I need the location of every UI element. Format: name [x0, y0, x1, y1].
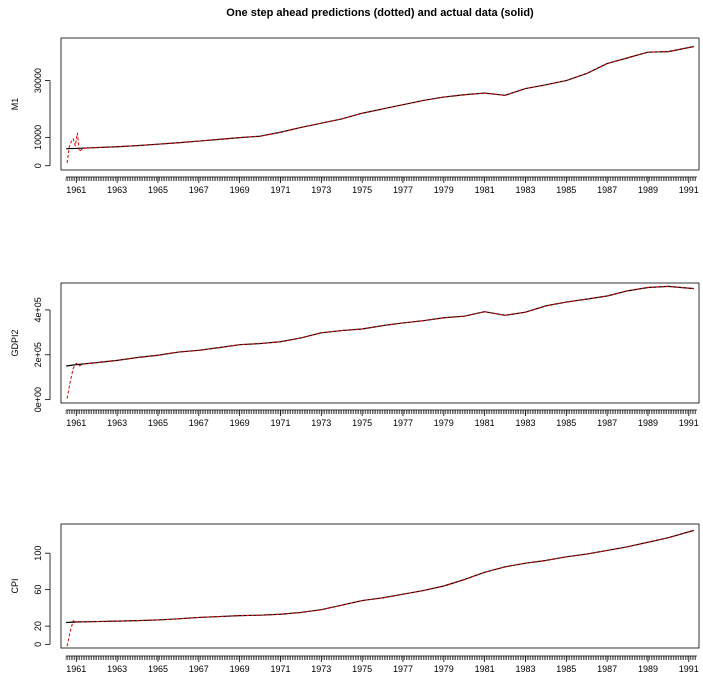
x-tick-label-m1: 1965 — [148, 185, 168, 195]
x-tick-label-gdpi2: 1977 — [393, 418, 413, 428]
x-tick-label-gdpi2: 1987 — [597, 418, 617, 428]
x-tick-label-cpi: 1969 — [230, 664, 250, 674]
x-tick-label-gdpi2: 1971 — [270, 418, 290, 428]
x-tick-label-cpi: 1985 — [556, 664, 576, 674]
x-tick-label-cpi: 1979 — [434, 664, 454, 674]
panels: 0 10000 30000 M1 1961 1963 1965 1967 1969 1971 197… — [10, 37, 700, 674]
y-tick-label-cpi: 60 — [33, 585, 43, 595]
x-minor-ticks-gdpi2 — [65, 410, 696, 414]
panel-cpi: 0 20 60 100 CPI 1961 1963 1965 1967 1969 1971 1973 1… — [10, 523, 700, 674]
x-tick-label-gdpi2: 1983 — [515, 418, 535, 428]
x-tick-label-m1: 1969 — [230, 185, 250, 195]
y-tick-label-gdpi2: 0e+00 — [33, 387, 43, 412]
x-tick-label-gdpi2: 1985 — [556, 418, 576, 428]
x-tick-label-cpi: 1981 — [475, 664, 495, 674]
x-minor-ticks-m1 — [65, 177, 696, 181]
x-tick-label-m1: 1981 — [475, 185, 495, 195]
plot-frame-gdpi2 — [60, 282, 700, 404]
x-tick-label-gdpi2: 1973 — [311, 418, 331, 428]
panel-m1: 0 10000 30000 M1 1961 1963 1965 1967 1969 1971 197… — [10, 37, 700, 195]
x-tick-label-cpi: 1975 — [352, 664, 372, 674]
x-tick-label-cpi: 1963 — [107, 664, 127, 674]
x-tick-label-m1: 1975 — [352, 185, 372, 195]
x-tick-label-cpi: 1967 — [189, 664, 209, 674]
x-tick-label-gdpi2: 1979 — [434, 418, 454, 428]
panel-gdpi2: 0e+00 2e+05 4e+05 GDPI2 1961 1963 1965 1967 1969… — [10, 282, 700, 428]
y-tick-label-m1: 0 — [33, 163, 43, 168]
x-tick-label-m1: 1973 — [311, 185, 331, 195]
actual-line-cpi — [66, 529, 695, 624]
x-tick-label-m1: 1961 — [66, 185, 86, 195]
x-tick-label-gdpi2: 1961 — [66, 418, 86, 428]
x-tick-label-m1: 1991 — [679, 185, 699, 195]
figure-title: One step ahead predictions (dotted) and … — [226, 7, 534, 19]
x-tick-label-gdpi2: 1991 — [679, 418, 699, 428]
x-tick-label-m1: 1967 — [189, 185, 209, 195]
x-tick-label-m1: 1971 — [270, 185, 290, 195]
predicted-line-m1 — [66, 46, 694, 163]
x-tick-label-cpi: 1961 — [66, 664, 86, 674]
x-tick-label-gdpi2: 1967 — [189, 418, 209, 428]
y-tick-label-m1: 30000 — [33, 68, 43, 93]
x-tick-label-gdpi2: 1963 — [107, 418, 127, 428]
x-tick-label-gdpi2: 1989 — [638, 418, 658, 428]
x-tick-label-gdpi2: 1969 — [230, 418, 250, 428]
y-axis-title-m1: M1 — [10, 98, 20, 111]
plot-frame-cpi — [60, 523, 700, 649]
x-tick-label-cpi: 1987 — [597, 664, 617, 674]
y-tick-label-gdpi2: 2e+05 — [33, 342, 43, 367]
y-tick-label-cpi: 100 — [33, 546, 43, 561]
y-tick-label-m1: 10000 — [33, 125, 43, 150]
x-tick-label-m1: 1983 — [515, 185, 535, 195]
x-tick-label-cpi: 1977 — [393, 664, 413, 674]
x-tick-label-gdpi2: 1975 — [352, 418, 372, 428]
actual-line-gdpi2 — [66, 285, 694, 367]
predicted-line-gdpi2 — [66, 285, 694, 399]
x-tick-label-cpi: 1989 — [638, 664, 658, 674]
x-tick-label-cpi: 1973 — [311, 664, 331, 674]
y-tick-label-cpi: 20 — [33, 621, 43, 631]
y-axis-title-gdpi2: GDPI2 — [10, 329, 20, 356]
x-tick-label-cpi: 1971 — [270, 664, 290, 674]
x-tick-label-cpi: 1983 — [515, 664, 535, 674]
x-tick-label-m1: 1977 — [393, 185, 413, 195]
x-tick-label-m1: 1987 — [597, 185, 617, 195]
x-tick-label-m1: 1979 — [434, 185, 454, 195]
x-tick-label-m1: 1963 — [107, 185, 127, 195]
y-axis-title-cpi: CPI — [10, 578, 20, 593]
x-minor-ticks-cpi — [65, 656, 696, 660]
predicted-line-cpi — [66, 529, 695, 647]
y-tick-label-gdpi2: 4e+05 — [33, 297, 43, 322]
x-tick-label-m1: 1985 — [556, 185, 576, 195]
actual-line-m1 — [66, 45, 695, 150]
y-tick-label-cpi: 0 — [33, 642, 43, 647]
x-tick-label-cpi: 1965 — [148, 664, 168, 674]
x-tick-label-m1: 1989 — [638, 185, 658, 195]
x-tick-label-gdpi2: 1965 — [148, 418, 168, 428]
plot-frame-m1 — [60, 37, 700, 171]
x-tick-label-gdpi2: 1981 — [475, 418, 495, 428]
x-tick-label-cpi: 1991 — [679, 664, 699, 674]
